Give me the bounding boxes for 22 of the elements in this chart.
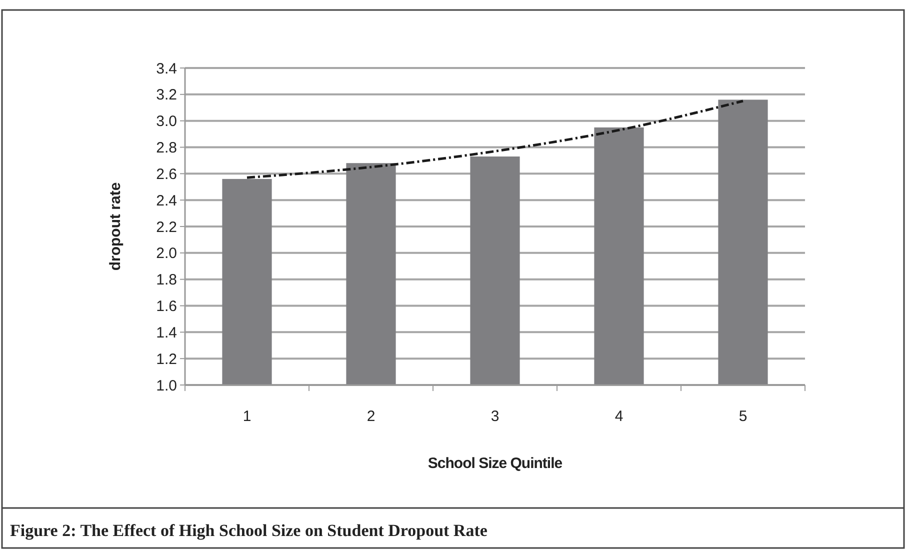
y-tick-label: 1.4 xyxy=(156,324,177,342)
text: Figure 2: The Effect of High School Size on Student Dropout Rate xyxy=(10,521,488,540)
y-tick-label: 1.8 xyxy=(156,272,177,289)
y-tick-label: 2.6 xyxy=(156,166,177,183)
y-tick-label: 3.0 xyxy=(156,113,177,130)
x-tick-label: 5 xyxy=(738,408,748,425)
y-tick-label: 1.6 xyxy=(156,298,177,315)
y-tick-label: 3.4 xyxy=(156,60,177,78)
y-tick-label: 2.4 xyxy=(156,192,177,210)
y-tick-label: 1.2 xyxy=(156,350,177,368)
y-tick-label: 3.2 xyxy=(156,86,177,104)
y-axis-title: dropout rate xyxy=(107,182,124,271)
x-tick-label: 4 xyxy=(614,408,624,425)
y-tick-label: 2.2 xyxy=(156,218,177,236)
y-tick-label: 2.8 xyxy=(156,140,177,156)
x-tick-label: 3 xyxy=(490,408,500,425)
line-series xyxy=(246,100,744,179)
x-tick-label: 2 xyxy=(366,408,376,425)
y-tick-label: 2.0 xyxy=(156,245,177,262)
x-tick-label: 1 xyxy=(242,408,252,425)
y-tick-label: 1.0 xyxy=(156,377,177,394)
x-axis-title: School Size Quintile xyxy=(428,455,562,472)
